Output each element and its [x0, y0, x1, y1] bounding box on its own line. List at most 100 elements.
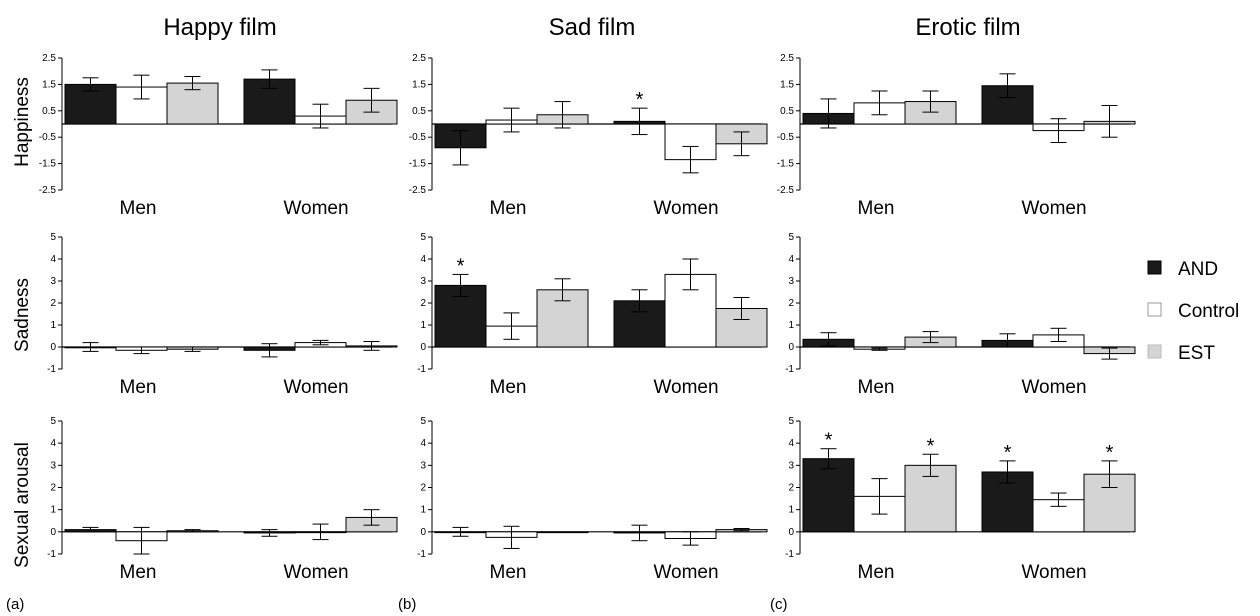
panel-happy-film-happiness: 2.5 1.5 0.5 -0.5 -1.5 -2.5 Men Women	[39, 53, 398, 219]
y-tick-label: 4	[420, 254, 426, 265]
y-tick-label: -1	[785, 364, 794, 375]
row-label-sexual-arousal: Sexual arousal	[12, 442, 33, 568]
y-tick-label: 0.5	[412, 106, 426, 117]
y-tick-label: -2.5	[777, 185, 795, 196]
significance-star: *	[636, 89, 644, 111]
y-tick-label: 0	[788, 527, 794, 538]
y-tick-label: 1	[788, 320, 794, 331]
category-label-women: Women	[653, 377, 718, 398]
category-label-women: Women	[283, 198, 348, 219]
y-tick-label: -2.5	[39, 185, 57, 196]
y-tick-label: 2.5	[412, 53, 426, 64]
y-tick-label: 4	[788, 254, 794, 265]
y-tick-label: 3	[50, 460, 56, 471]
y-tick-label: 2	[788, 298, 794, 309]
panel-erotic-film-sadness: 5 4 3 2 1 0 -1 Men Women	[785, 232, 1136, 398]
y-tick-label: -1	[47, 364, 56, 375]
y-tick-label: -0.5	[777, 132, 795, 143]
y-tick-label: 3	[420, 276, 426, 287]
panel-sad-film-happiness: 2.5 1.5 0.5 -0.5 -1.5 -2.5 Men * Women	[409, 53, 768, 219]
chart-panels: 2.5 1.5 0.5 -0.5 -1.5 -2.5 Men Women 2.5 1.5 0.5 -0…	[39, 53, 1136, 583]
y-tick-label: -1	[417, 364, 426, 375]
category-label-men: Men	[858, 562, 895, 583]
category-label-men: Men	[490, 198, 527, 219]
y-tick-label: 4	[420, 438, 426, 449]
category-label-men: Men	[120, 198, 157, 219]
y-tick-label: -0.5	[409, 132, 427, 143]
row-label-happiness: Happiness	[12, 77, 33, 167]
y-tick-label: 0	[788, 342, 794, 353]
panel-happy-film-sexual-arousal: 5 4 3 2 1 0 -1 Men Women	[47, 416, 398, 583]
y-tick-label: 1.5	[780, 79, 794, 90]
legend-swatch-est	[1147, 344, 1162, 359]
panel-erotic-film-sexual-arousal: 5 4 3 2 1 0 -1 * * Men * * Women	[785, 416, 1136, 583]
y-tick-label: 5	[420, 416, 426, 427]
y-tick-label: 2	[50, 483, 56, 494]
significance-star: *	[1106, 442, 1114, 464]
y-tick-label: 1	[420, 320, 426, 331]
category-label-men: Men	[120, 377, 157, 398]
panel-label-b: (b)	[398, 596, 416, 613]
legend-label-est: EST	[1178, 343, 1215, 364]
column-title-sad: Sad film	[549, 14, 636, 41]
y-tick-label: 3	[788, 276, 794, 287]
y-tick-label: 2.5	[42, 53, 56, 64]
y-tick-label: 4	[50, 254, 56, 265]
legend: AND Control EST	[1147, 259, 1239, 364]
panel-sad-film-sadness: 5 4 3 2 1 0 -1 * Men Women	[417, 232, 768, 398]
bar-est-men	[536, 531, 589, 534]
legend-label-and: AND	[1178, 259, 1218, 280]
category-label-men: Men	[490, 562, 527, 583]
y-tick-label: 0	[420, 527, 426, 538]
y-tick-label: -1.5	[409, 159, 427, 170]
panel-sad-film-sexual-arousal: 5 4 3 2 1 0 -1 Men Women	[417, 416, 768, 583]
y-tick-label: 5	[50, 232, 56, 243]
y-tick-label: 4	[788, 438, 794, 449]
y-tick-label: 1	[50, 505, 56, 516]
y-tick-label: 2	[50, 298, 56, 309]
y-tick-label: 0	[420, 342, 426, 353]
category-label-women: Women	[1021, 198, 1086, 219]
category-label-men: Men	[490, 377, 527, 398]
y-tick-label: 4	[50, 438, 56, 449]
category-label-women: Women	[653, 198, 718, 219]
y-tick-label: 3	[420, 460, 426, 471]
column-title-erotic: Erotic film	[915, 14, 1020, 41]
y-tick-label: 5	[788, 232, 794, 243]
y-tick-label: 5	[788, 416, 794, 427]
y-tick-label: 1	[420, 505, 426, 516]
y-tick-label: 1.5	[412, 79, 426, 90]
significance-star: *	[457, 255, 465, 277]
y-tick-label: -1.5	[39, 159, 57, 170]
y-tick-label: -1.5	[777, 159, 795, 170]
category-label-men: Men	[120, 562, 157, 583]
category-label-women: Women	[283, 377, 348, 398]
panel-erotic-film-happiness: 2.5 1.5 0.5 -0.5 -1.5 -2.5 Men Women	[777, 53, 1136, 219]
y-tick-label: 3	[788, 460, 794, 471]
category-label-women: Women	[653, 562, 718, 583]
y-tick-label: 0.5	[42, 106, 56, 117]
y-tick-label: 2	[420, 483, 426, 494]
y-tick-label: 3	[50, 276, 56, 287]
y-tick-label: -1	[47, 549, 56, 560]
column-title-happy: Happy film	[163, 14, 276, 41]
category-label-men: Men	[858, 377, 895, 398]
legend-swatch-and	[1147, 260, 1162, 275]
y-tick-label: 5	[420, 232, 426, 243]
y-tick-label: -0.5	[39, 132, 57, 143]
y-tick-label: 2	[788, 483, 794, 494]
category-label-women: Women	[1021, 377, 1086, 398]
y-tick-label: 0	[50, 342, 56, 353]
significance-star: *	[927, 435, 935, 457]
y-tick-label: -2.5	[409, 185, 427, 196]
category-label-women: Women	[283, 562, 348, 583]
panel-label-c: (c)	[770, 596, 788, 613]
category-label-men: Men	[858, 198, 895, 219]
y-tick-label: 5	[50, 416, 56, 427]
y-tick-label: 2.5	[780, 53, 794, 64]
row-label-sadness: Sadness	[12, 278, 33, 352]
y-tick-label: -1	[417, 549, 426, 560]
y-tick-label: -1	[785, 549, 794, 560]
y-tick-label: 1	[50, 320, 56, 331]
